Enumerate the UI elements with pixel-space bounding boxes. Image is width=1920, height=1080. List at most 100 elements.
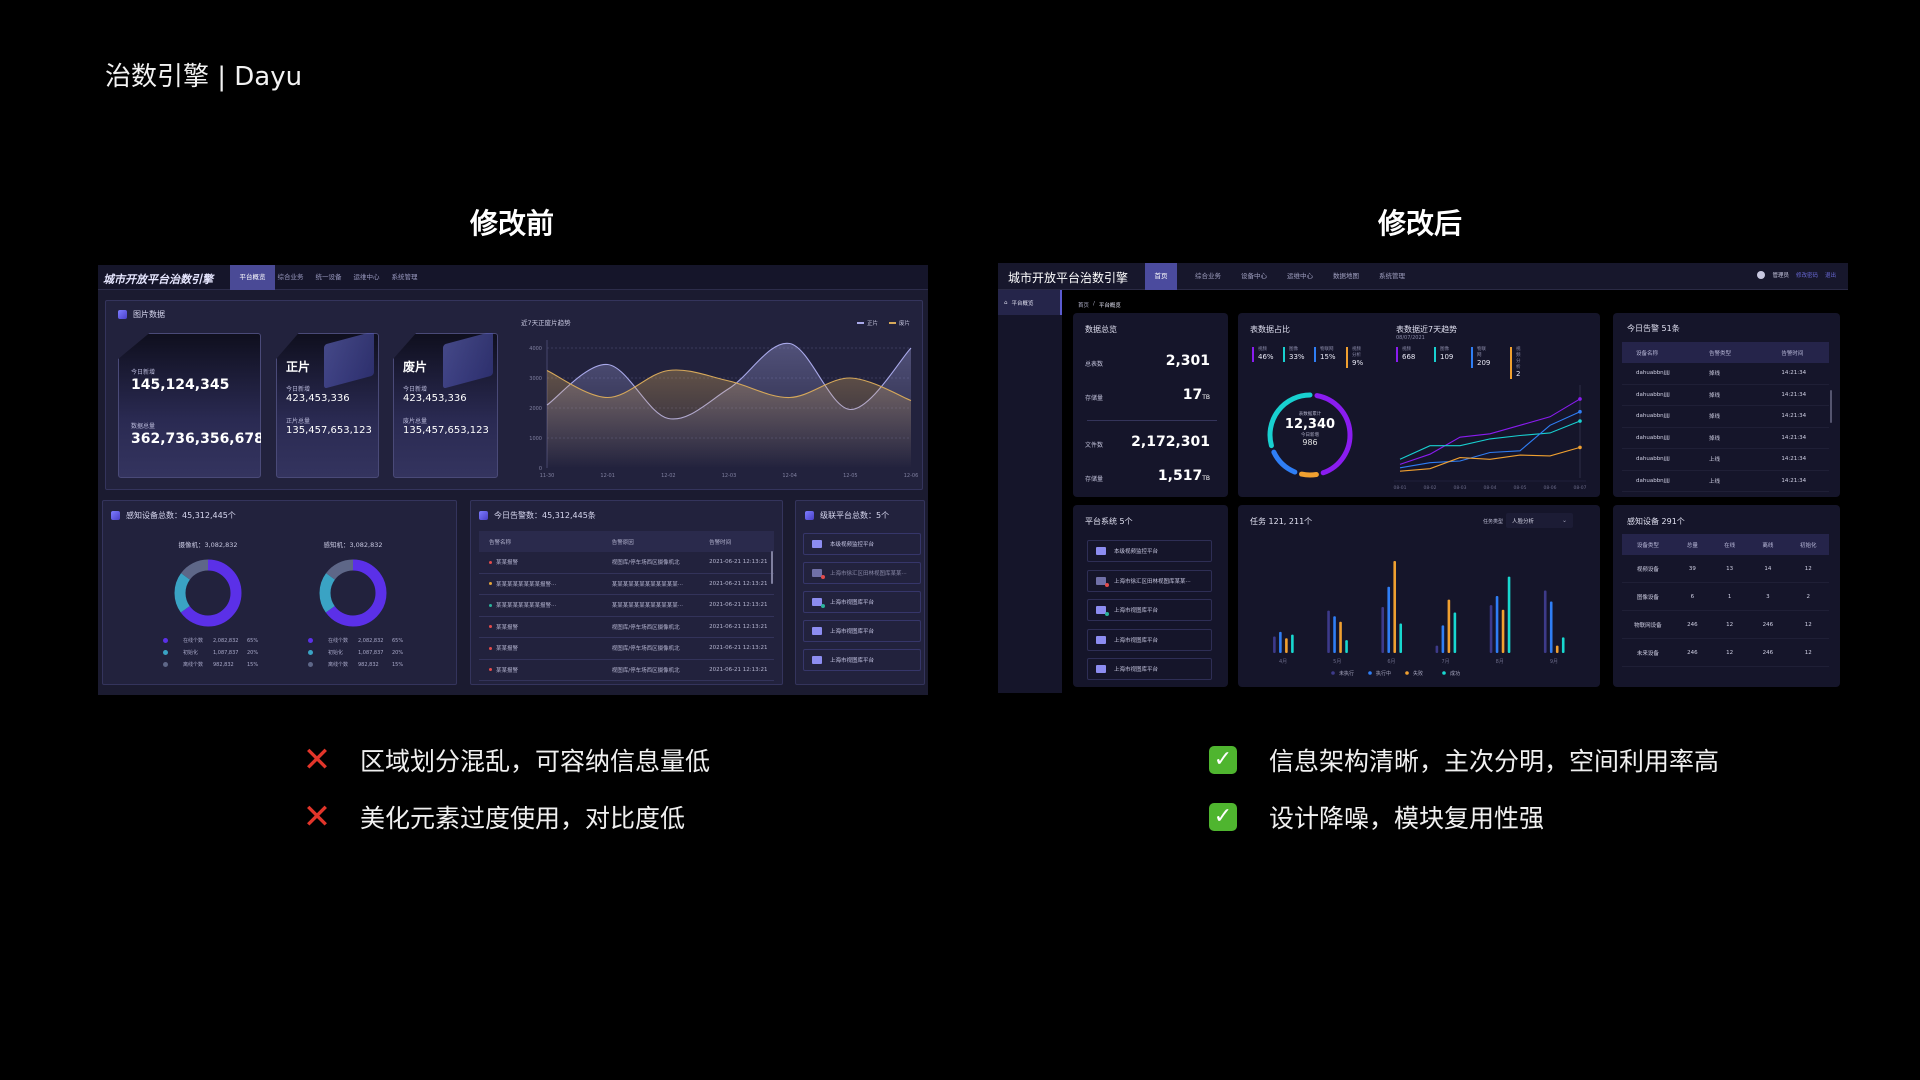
- task-card: 任务 121, 211个 任务类型 人脸分析 ⌄ 4月 5月 6月 7月 8月 9月 未执行 执…: [1238, 505, 1600, 687]
- platform-item[interactable]: 上海市视图库平台: [803, 591, 921, 613]
- tab-0[interactable]: 首页: [1145, 263, 1177, 290]
- tab-3[interactable]: 运维中心: [1287, 272, 1313, 280]
- platform-item[interactable]: 上海市徐汇区田林视图库某某···: [1087, 569, 1212, 592]
- task-type-label: 任务类型: [1483, 519, 1504, 525]
- legend-item: 图像 109: [1434, 347, 1453, 362]
- tab-1[interactable]: 综合业务: [1195, 272, 1221, 280]
- platform-item[interactable]: 本级视频监控平台: [803, 533, 921, 555]
- table-row[interactable]: 某某某某某某某某报警··· 某某某某某某某某某某某某··· 2021-06-21 1…: [479, 574, 774, 595]
- table-cell: 2: [1806, 593, 1811, 600]
- x-tick-label: 11-30: [540, 473, 555, 479]
- table-row[interactable]: 某某报警 视图库/停车场西区摄像机北 2021-06-21 12:13:21: [479, 552, 774, 574]
- sidebar-item-overview[interactable]: ⌂ 平台概览: [998, 290, 1062, 315]
- x-tick-label: 12-03: [722, 473, 737, 479]
- legend-label: 物联网: [1320, 347, 1334, 352]
- x-tick-label: 08-02: [1423, 485, 1436, 491]
- x-tick-label: 7月: [1441, 659, 1449, 665]
- donut-slice: [174, 559, 242, 627]
- legend-label: 执行中: [1376, 670, 1391, 677]
- tab-4[interactable]: 数据地图: [1333, 272, 1359, 280]
- avatar-icon[interactable]: [1757, 271, 1766, 279]
- legend-pct: 15%: [247, 661, 259, 668]
- legend-value: 15%: [1320, 352, 1336, 361]
- table-row[interactable]: dahuabbnjjjj 掉线 14:21:34: [1622, 363, 1829, 385]
- table-row[interactable]: 视频设备 39 13 14 12: [1622, 555, 1829, 583]
- table-cell: 图像设备: [1636, 594, 1659, 601]
- bar-成功-7月: [1453, 612, 1457, 653]
- platform-item[interactable]: 上海市视图库平台: [1087, 658, 1212, 680]
- table-row[interactable]: 某某报警 视图库/停车场西区摄像机北 2021-06-21 12:13:21: [479, 617, 774, 638]
- table-header: 设备名称 告警类型 告警时间: [1622, 342, 1829, 363]
- table-row[interactable]: 未来设备 246 12 246 12: [1622, 639, 1829, 667]
- table-cell: 6: [1690, 593, 1695, 600]
- table-row[interactable]: 某某报警 视图库/停车场西区摄像机北 2021-06-21 12:13:21: [479, 660, 774, 681]
- area-chart: 近7天正废片趋势 0 1000 2000 3000 4000 11-30 12-01 12-02…: [521, 318, 918, 479]
- sidebar: ⌂ 平台概览: [998, 290, 1062, 693]
- table-row[interactable]: dahuabbnjjjj 掉线 14:21:34: [1622, 406, 1829, 428]
- platform-item[interactable]: 上海市视图库平台: [1087, 599, 1212, 621]
- donut-slice: [319, 559, 387, 627]
- platform-label: 上海市视图库平台: [1114, 637, 1159, 644]
- donut-chart: [174, 559, 242, 627]
- monitor-icon: [812, 598, 825, 608]
- table-cell: 掉线: [1708, 414, 1720, 421]
- tab-2[interactable]: 统一设备: [315, 273, 342, 281]
- breadcrumb-home[interactable]: 首页: [1078, 303, 1090, 309]
- panel-title: 今日告警数：45,312,445条: [494, 511, 596, 520]
- total-card: 今日新增 145,124,345 数据总量 362,736,356,678: [118, 333, 261, 478]
- table-row[interactable]: dahuabbnjjjj 掉线 14:21:34: [1622, 428, 1829, 449]
- table-cell: 视频设备: [1636, 566, 1659, 573]
- table-cell: dahuabbnjjjj: [1636, 370, 1670, 377]
- platform-item[interactable]: 上海市视图库平台: [803, 649, 921, 671]
- scrollbar[interactable]: [771, 551, 773, 584]
- check-icon: ✓: [1209, 803, 1237, 831]
- alarm-reason: 某某某某某某某某某某某某···: [611, 603, 683, 610]
- table-cell: 未来设备: [1636, 650, 1659, 657]
- monitor-icon: [812, 656, 822, 664]
- table-row[interactable]: dahuabbnjjjj 掉线 14:21:34: [1622, 385, 1829, 406]
- alarm-time: 2021-06-21 12:13:21: [709, 645, 768, 652]
- sidebar-item-label: 平台概览: [1011, 300, 1034, 307]
- x-tick-label: 12-04: [782, 473, 797, 479]
- table-row[interactable]: 物联网设备 246 12 246 12: [1622, 611, 1829, 639]
- tab-1[interactable]: 综合业务: [277, 273, 304, 281]
- table-cell: 12: [1804, 649, 1812, 656]
- table-row[interactable]: dahuabbnjjjj 上线 14:21:34: [1622, 471, 1829, 492]
- monitor-icon: [812, 540, 822, 548]
- platform-item[interactable]: 本级视频监控平台: [1087, 540, 1212, 562]
- caption-after: 修改后: [1377, 207, 1462, 240]
- tab-5[interactable]: 系统管理: [1379, 272, 1405, 280]
- tab-4[interactable]: 系统管理: [391, 273, 418, 281]
- logout-link[interactable]: 退出: [1824, 273, 1836, 279]
- user-name[interactable]: 管理员: [1772, 273, 1789, 279]
- tab-2[interactable]: 设备中心: [1241, 272, 1267, 280]
- legend-label: 在线个数: [183, 638, 204, 644]
- scrollbar[interactable]: [1830, 390, 1832, 423]
- card-title: 感知设备 291个: [1627, 517, 1685, 526]
- image-data-panel: 图片数据 今日新增 145,124,345 数据总量 362,736,356,6…: [105, 300, 923, 490]
- legend-dot: [163, 662, 168, 667]
- table-row[interactable]: 某某某某某某某某报警··· 某某某某某某某某某某某某··· 2021-06-21 1…: [479, 595, 774, 617]
- table-row[interactable]: 图像设备 6 1 3 2: [1622, 583, 1829, 611]
- platform-label: 上海市视图库平台: [1114, 667, 1159, 673]
- platform-item[interactable]: 上海市徐汇区田林视图库某某···: [803, 562, 921, 584]
- table-row[interactable]: 某某报警 视图库/停车场西区摄像机北 2021-06-21 12:13:21: [479, 638, 774, 660]
- trend-line-chart: 08-01 08-02 08-03 08-04 08-05 08-06 08-07: [1393, 385, 1587, 491]
- table-cell: 14:21:34: [1781, 413, 1807, 420]
- bar-成功-8月: [1507, 576, 1511, 653]
- tab-3[interactable]: 运维中心: [353, 273, 380, 281]
- header-bar: 城市开放平台治数引擎 首页 综合业务 设备中心 运维中心 数据地图 系统管理 管理员 修改…: [998, 263, 1848, 290]
- legend-label: 失败: [1413, 670, 1423, 677]
- platform-item[interactable]: 上海市视图库平台: [1087, 628, 1212, 651]
- table-cell: 掉线: [1708, 435, 1720, 442]
- x-tick-label: 08-04: [1483, 485, 1496, 491]
- task-type-select[interactable]: 人脸分析 ⌄: [1506, 513, 1573, 528]
- change-password-link[interactable]: 修改密码: [1795, 273, 1818, 279]
- platform-item[interactable]: 上海市视图库平台: [803, 620, 921, 642]
- legend-row: 在线个数 2,082,832 65%: [163, 637, 258, 644]
- total-value: 135,457,653,123: [286, 425, 372, 436]
- table-row[interactable]: dahuabbnjjjj 上线 14:21:34: [1622, 449, 1829, 471]
- series-line-图像: [1399, 420, 1581, 460]
- tab-0[interactable]: 平台概览: [230, 265, 275, 290]
